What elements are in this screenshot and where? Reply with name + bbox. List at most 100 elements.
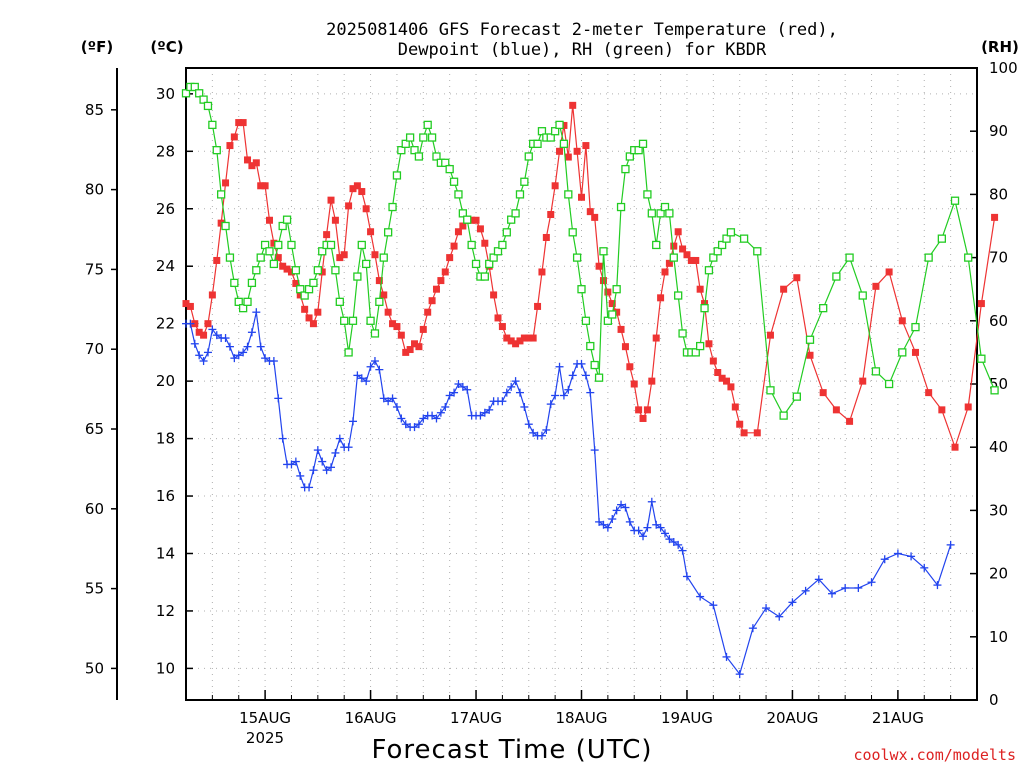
temp-point — [270, 239, 278, 247]
rh-point — [445, 164, 454, 174]
rh-point — [340, 316, 349, 325]
temp-point — [371, 251, 379, 259]
temp-point — [380, 291, 388, 299]
dewpoint-point — [195, 351, 204, 360]
dewpoint-point — [581, 371, 590, 380]
temp-point — [639, 414, 647, 422]
rh-point — [832, 272, 841, 281]
temp-point — [753, 429, 761, 437]
dewpoint-point — [247, 328, 256, 337]
series-line — [185, 86, 996, 417]
series-filled-square — [182, 101, 999, 451]
dewpoint-point — [278, 434, 287, 443]
temp-point — [375, 277, 383, 285]
temp-point — [186, 302, 194, 310]
rh-point — [608, 310, 617, 319]
temp-point — [472, 216, 480, 224]
year-label: 2025 — [246, 729, 284, 747]
rh-point — [726, 228, 736, 237]
dewpoint-point — [225, 342, 234, 351]
dewpoint-point — [880, 555, 889, 564]
rh-point — [603, 316, 613, 325]
temp-point — [367, 228, 375, 236]
temp-point — [191, 320, 199, 328]
dewpoint-point — [348, 417, 357, 426]
credit-link[interactable]: coolwx.com/modelts — [853, 746, 1016, 764]
rh-point — [568, 228, 577, 237]
temp-point — [248, 162, 256, 170]
dewpoint-point — [375, 365, 384, 374]
dewpoint-point — [814, 575, 823, 584]
dewpoint-point — [291, 457, 300, 466]
temp-point — [819, 389, 827, 397]
rh-point — [485, 259, 494, 269]
rh-point — [348, 316, 358, 325]
rh-point — [586, 341, 595, 351]
celsius-tick-label: 14 — [156, 544, 175, 562]
dewpoint-point — [568, 371, 577, 380]
rh-point — [335, 297, 344, 306]
rh-point — [937, 234, 946, 243]
temp-point — [296, 291, 304, 299]
dewpoint-point — [480, 408, 489, 417]
x-axis-label: Forecast Time (UTC) — [371, 735, 652, 765]
rh-point — [282, 215, 292, 224]
temp-point — [411, 340, 419, 348]
dewpoint-point — [678, 546, 687, 555]
rh-point — [884, 379, 894, 389]
dewpoint-point — [208, 325, 217, 334]
temp-point — [454, 228, 462, 236]
dewpoint-point — [788, 598, 797, 607]
rh-point — [357, 240, 366, 250]
rh-point — [419, 133, 428, 142]
temp-point — [305, 314, 313, 322]
rh-tick-label: 20 — [989, 565, 1008, 583]
temp-point — [709, 357, 717, 365]
rh-point — [423, 120, 432, 130]
dewpoint-point — [370, 357, 379, 366]
dewpoint-point — [186, 319, 195, 328]
temp-point — [301, 305, 309, 313]
temp-point — [608, 300, 616, 308]
rh-tick-label: 70 — [989, 249, 1008, 267]
temp-point — [459, 222, 467, 230]
rh-point — [739, 234, 749, 243]
dewpoint-point — [458, 382, 467, 391]
dewpoint-point — [674, 540, 683, 549]
temp-point — [613, 308, 621, 316]
rh-point — [221, 221, 230, 231]
temp-point — [318, 268, 326, 276]
dewpoint-point — [322, 466, 331, 475]
dewpoint-point — [647, 497, 656, 506]
rh-point — [594, 373, 604, 382]
temp-point — [621, 343, 629, 351]
temp-point — [643, 406, 651, 414]
rh-point — [493, 247, 503, 256]
dewpoint-point — [239, 348, 248, 357]
rh-point — [401, 139, 410, 148]
dewpoint-point — [612, 506, 621, 515]
temp-point — [617, 325, 625, 333]
temp-point — [213, 256, 221, 264]
grid-lines — [186, 68, 977, 700]
temp-point — [551, 182, 559, 190]
temp-point — [740, 429, 748, 437]
temp-point — [274, 254, 282, 262]
fahrenheit-tick-label: 55 — [85, 580, 104, 598]
rh-point — [546, 133, 555, 142]
rh-point — [700, 304, 709, 313]
series-open-square — [181, 82, 999, 420]
temp-point — [428, 297, 436, 305]
rh-point — [647, 209, 656, 218]
dewpoint-point — [537, 431, 546, 440]
rh-point — [678, 329, 687, 338]
celsius-tick-label: 24 — [156, 257, 175, 275]
temp-point — [951, 443, 959, 451]
dewpoint-point — [555, 362, 564, 371]
dewpoint-point — [212, 331, 221, 340]
rh-point — [296, 285, 305, 294]
temp-point — [230, 133, 238, 141]
dewpoint-point — [722, 652, 731, 661]
dewpoint-point — [893, 549, 902, 558]
